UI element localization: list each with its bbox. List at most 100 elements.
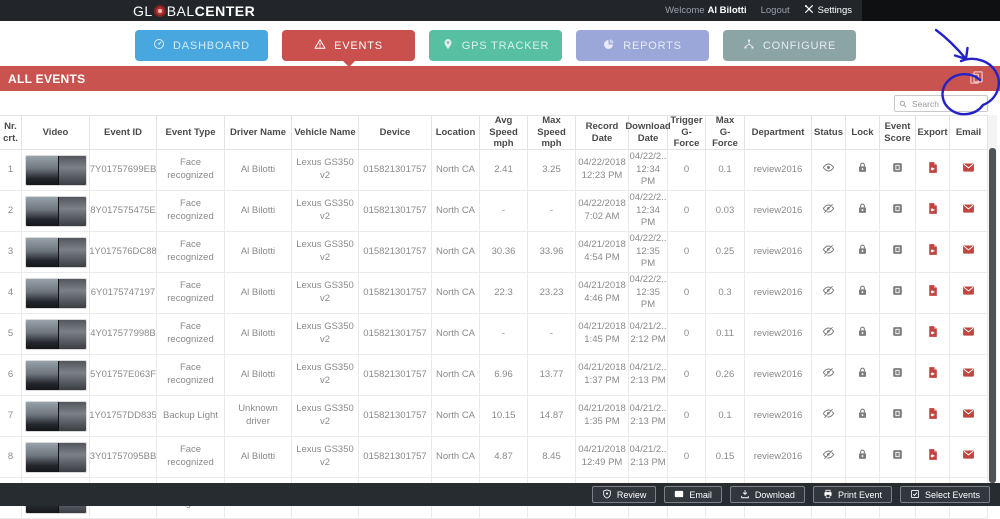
table-row: 6 5Y01757E063F Face recognized Al Bilotti Le… — [0, 355, 988, 396]
video-thumbnail[interactable] — [25, 237, 86, 267]
lock-cell[interactable] — [846, 191, 880, 231]
gauge-icon — [153, 38, 165, 53]
export-pdf-cell[interactable] — [916, 273, 950, 313]
video-thumbnail[interactable] — [25, 401, 86, 431]
event-score-cell[interactable] — [880, 437, 916, 477]
nav-tab-dashboard[interactable]: DASHBOARD — [135, 30, 268, 61]
top-bar-right: Welcome Al Bilotti Logout Settings — [665, 0, 852, 21]
status-cell[interactable] — [812, 232, 846, 272]
status-cell[interactable] — [812, 191, 846, 231]
email-cell[interactable] — [950, 437, 988, 477]
status-cell[interactable] — [812, 396, 846, 436]
email-cell[interactable] — [950, 314, 988, 354]
welcome-message: Welcome Al Bilotti — [665, 5, 747, 16]
video-thumbnail[interactable] — [25, 442, 86, 472]
event-score-cell[interactable] — [880, 273, 916, 313]
nav-tab-reports[interactable]: REPORTS — [576, 30, 709, 61]
logout-link[interactable]: Logout — [760, 5, 790, 16]
export-pdf-cell[interactable] — [916, 355, 950, 395]
video-thumbnail[interactable] — [25, 196, 86, 226]
cell-download: 04/22/2.. 12:34 PM — [629, 191, 668, 231]
table-row: 4 6Y0175747197 Face recognized Al Bilotti Le… — [0, 273, 988, 314]
cell-type: Face recognized — [157, 273, 225, 313]
cell-location: North CA — [432, 396, 480, 436]
cell-event_id: 5Y01757E063F — [90, 355, 157, 395]
print-event-button[interactable]: Print Event — [812, 486, 892, 503]
email-cell[interactable] — [950, 355, 988, 395]
lock-cell[interactable] — [846, 232, 880, 272]
event-score-cell[interactable] — [880, 355, 916, 395]
status-cell[interactable] — [812, 314, 846, 354]
nav-tab-configure[interactable]: CONFIGURE — [723, 30, 856, 61]
dashcam-cabin-view — [57, 401, 86, 431]
video-thumbnail[interactable] — [25, 278, 86, 308]
video-thumbnail[interactable] — [25, 360, 86, 390]
email-cell[interactable] — [950, 273, 988, 313]
cell-maxg: 0.26 — [706, 355, 745, 395]
column-header-maxg: Max G-Force — [706, 115, 745, 149]
lock-cell[interactable] — [846, 355, 880, 395]
status-cell[interactable] — [812, 150, 846, 190]
email-cell[interactable] — [950, 396, 988, 436]
download-button[interactable]: Download — [729, 486, 805, 503]
eye-off-icon — [822, 366, 835, 384]
table-row: 3 1Y017576DC88 Face recognized Al Bilotti Le… — [0, 232, 988, 273]
cell-location: North CA — [432, 232, 480, 272]
export-pdf-cell[interactable] — [916, 314, 950, 354]
pdf-icon — [926, 448, 939, 466]
cell-nr: 7 — [0, 396, 22, 436]
email-button[interactable]: Email — [664, 486, 722, 503]
export-pdf-cell[interactable] — [916, 437, 950, 477]
status-cell[interactable] — [812, 437, 846, 477]
dashcam-cabin-view — [57, 155, 86, 185]
video-thumbnail[interactable] — [25, 155, 86, 185]
lock-cell[interactable] — [846, 437, 880, 477]
email-cell[interactable] — [950, 232, 988, 272]
cell-driver: Al Bilotti — [225, 355, 292, 395]
nav-tab-events[interactable]: EVENTS — [282, 30, 415, 67]
email-cell[interactable] — [950, 150, 988, 190]
score-icon — [891, 448, 904, 466]
event-score-cell[interactable] — [880, 314, 916, 354]
lock-cell[interactable] — [846, 150, 880, 190]
cell-location: North CA — [432, 314, 480, 354]
dashcam-cabin-view — [57, 196, 86, 226]
nav-tab-gps-tracker[interactable]: GPS TRACKER — [429, 30, 562, 61]
scrollbar-thumb[interactable] — [989, 148, 996, 483]
video-thumbnail[interactable] — [25, 319, 86, 349]
event-score-cell[interactable] — [880, 191, 916, 231]
video-cell — [22, 396, 90, 436]
review-button[interactable]: Review — [591, 486, 657, 503]
cell-vehicle: Lexus GS350 v2 — [292, 355, 359, 395]
cell-record: 04/21/2018 1:35 PM — [576, 396, 629, 436]
settings-link[interactable]: Settings — [804, 4, 852, 17]
cell-location: North CA — [432, 273, 480, 313]
email-cell[interactable] — [950, 191, 988, 231]
table-row: 7 1Y01757DD835 Backup Light Unknown driver L… — [0, 396, 988, 437]
cell-avg: - — [480, 191, 528, 231]
event-score-cell[interactable] — [880, 150, 916, 190]
export-pdf-cell[interactable] — [916, 396, 950, 436]
export-pdf-cell[interactable] — [916, 150, 950, 190]
export-pdf-cell[interactable] — [916, 232, 950, 272]
lock-cell[interactable] — [846, 314, 880, 354]
status-cell[interactable] — [812, 355, 846, 395]
lock-cell[interactable] — [846, 396, 880, 436]
search-input[interactable] — [910, 97, 983, 110]
nav-tab-label: EVENTS — [334, 39, 383, 52]
status-cell[interactable] — [812, 273, 846, 313]
cell-driver: Al Bilotti — [225, 273, 292, 313]
export-list-button[interactable] — [969, 70, 986, 87]
select-events-button[interactable]: Select Events — [899, 486, 990, 503]
event-score-cell[interactable] — [880, 396, 916, 436]
column-header-max: Max Speed mph — [528, 115, 576, 149]
cell-device: 015821301757 — [359, 355, 432, 395]
cell-nr: 6 — [0, 355, 22, 395]
lock-cell[interactable] — [846, 273, 880, 313]
event-score-cell[interactable] — [880, 232, 916, 272]
video-cell — [22, 273, 90, 313]
logo-text-gl: GL — [133, 2, 153, 19]
export-pdf-cell[interactable] — [916, 191, 950, 231]
search-box[interactable] — [894, 95, 988, 112]
dashcam-road-view — [25, 360, 58, 390]
